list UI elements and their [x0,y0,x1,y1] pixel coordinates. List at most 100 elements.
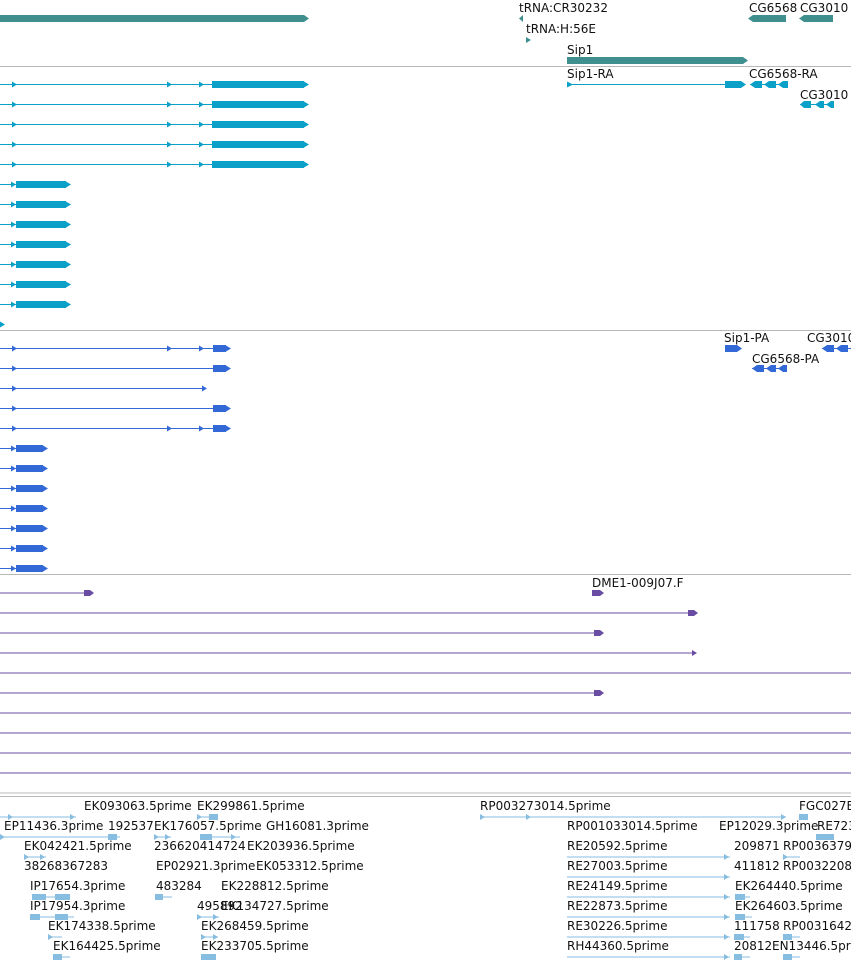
cdna-label: 20812 [734,939,772,953]
cdna-feature[interactable] [567,914,730,920]
feature-glyph[interactable] [0,445,48,452]
feature-glyph[interactable] [0,161,309,168]
cdna-label: FGC027E [799,799,851,813]
cdna-feature[interactable] [734,934,750,940]
cdna-feature[interactable] [734,954,750,960]
cdna-feature[interactable] [24,854,46,860]
est-feature[interactable] [0,690,604,696]
cdna-label: RE22873.5prime [567,899,668,913]
cdna-label: IP17654.3prime [30,879,125,893]
cdna-feature[interactable] [0,814,76,820]
feature-glyph[interactable] [0,425,231,432]
feature-glyph[interactable] [0,101,309,108]
feature-glyph[interactable] [0,321,5,328]
gene-feature[interactable] [519,15,523,22]
cdna-feature[interactable] [567,854,730,860]
feature-glyph[interactable] [0,261,71,268]
cdna-feature[interactable] [567,874,730,880]
cdna-feature[interactable] [783,954,800,960]
cdna-label: EK264440.5prime [735,879,843,893]
cdna-label: RE30226.5prime [567,919,668,933]
cdna-feature[interactable] [567,954,730,960]
cdna-feature[interactable] [201,954,216,960]
cdna-label: RE723 [817,819,851,833]
protein-feature[interactable] [752,365,787,372]
cdna-label: EP02921.3prime [156,859,255,873]
cdna-feature[interactable] [735,894,750,900]
cdna-feature[interactable] [48,934,62,940]
cdna-feature[interactable] [480,814,786,820]
cdna-feature[interactable] [0,834,120,840]
feature-glyph[interactable] [0,505,48,512]
cdna-feature[interactable] [154,834,171,840]
feature-glyph[interactable] [0,385,207,392]
feature-glyph[interactable] [0,81,309,88]
cdna-label: RH44360.5prime [567,939,669,953]
cdna-feature[interactable] [567,934,730,940]
cdna-feature[interactable] [200,834,240,840]
cdna-feature[interactable] [567,894,730,900]
feature-glyph[interactable] [0,221,71,228]
transcript-feature[interactable] [567,81,746,88]
cdna-feature[interactable] [783,854,800,860]
feature-glyph[interactable] [0,545,48,552]
cdna-feature[interactable] [30,914,74,920]
feature-glyph[interactable] [0,465,48,472]
gene-label: CG6568 [749,1,797,15]
cdna-feature[interactable] [197,914,219,920]
cdna-label: EK174338.5prime [48,919,156,933]
feature-glyph[interactable] [0,301,71,308]
est-feature[interactable] [0,610,698,616]
gene-feature[interactable] [799,15,833,22]
cdna-feature[interactable] [201,934,218,940]
protein-label: Sip1-PA [724,331,770,345]
cdna-label: 192537 [108,819,154,833]
cdna-label: RP0032208 [783,859,851,873]
feature-glyph[interactable] [0,141,309,148]
cdna-label: EK203936.5prime [247,839,355,853]
cdna-label: RP001033014.5prime [567,819,698,833]
feature-glyph[interactable] [0,485,48,492]
cdna-label: EK053312.5prime [256,859,364,873]
gene-feature[interactable] [526,37,531,43]
gene-feature[interactable] [0,15,309,22]
feature-glyph[interactable] [0,345,231,352]
protein-feature[interactable] [725,345,742,352]
est-track: DME1-009J07.F [0,574,851,796]
cdna-feature[interactable] [155,894,172,900]
gene-feature[interactable] [567,57,748,64]
feature-glyph[interactable] [0,201,71,208]
cdna-feature[interactable] [799,814,808,820]
feature-glyph[interactable] [0,181,71,188]
transcript-feature[interactable] [750,81,788,88]
protein-feature[interactable] [822,345,851,352]
feature-glyph[interactable] [0,281,71,288]
feature-glyph[interactable] [0,565,48,572]
transcript-feature[interactable] [800,101,834,108]
cdna-label: EK093063.5prime [84,799,192,813]
cdna-feature[interactable] [735,914,752,920]
cdna-feature[interactable] [816,834,834,840]
gene-label: tRNA:H:56E [526,22,596,36]
protein-track: Sip1-PA CG3010 CG6568-PA [0,330,851,574]
cdna-feature[interactable] [53,954,70,960]
cdna-feature[interactable] [197,814,218,820]
track-separator [0,574,851,575]
feature-glyph[interactable] [0,405,231,412]
est-feature[interactable] [0,590,94,596]
feature-glyph[interactable] [0,365,231,372]
est-feature[interactable] [0,650,697,656]
cdna-feature[interactable] [783,934,800,940]
track-separator [0,330,851,331]
cdna-label: RP0036379 [783,839,851,853]
transcript-label: Sip1-RA [567,67,614,81]
cdna-label: RP003273014.5prime [480,799,611,813]
est-feature[interactable] [0,630,604,636]
feature-glyph[interactable] [0,241,71,248]
cdna-label: EP11436.3prime [4,819,103,833]
feature-glyph[interactable] [0,121,309,128]
gene-feature[interactable] [748,15,786,22]
est-feature[interactable] [592,590,604,596]
cdna-feature[interactable] [32,894,70,900]
feature-glyph[interactable] [0,525,48,532]
